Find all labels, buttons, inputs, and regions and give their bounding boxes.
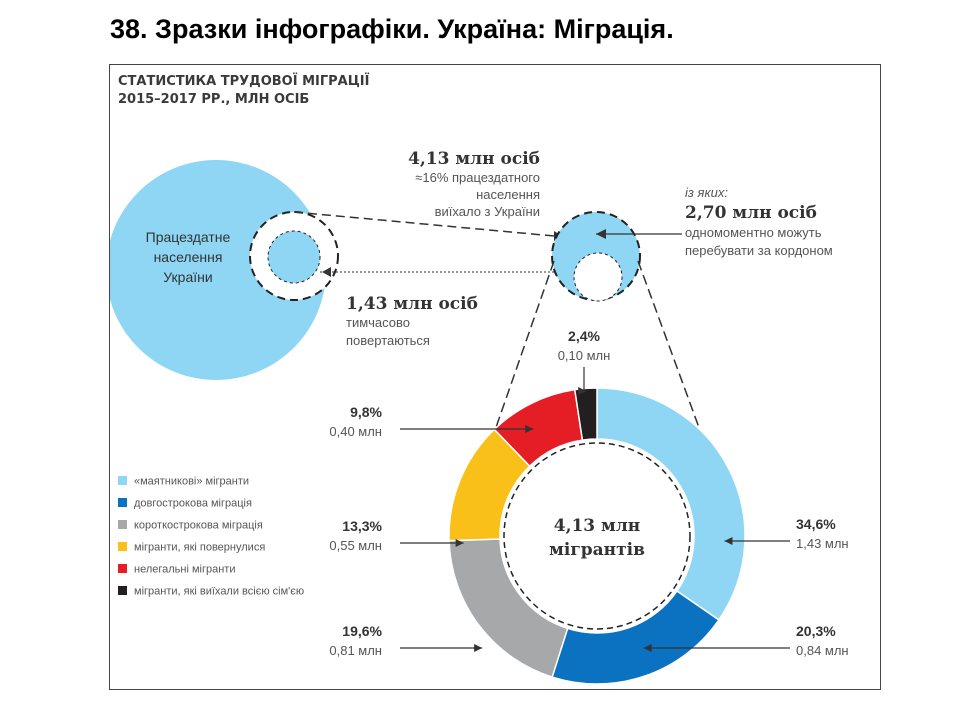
abroad-leader-arrow — [596, 229, 606, 239]
legend-label-1: довгострокова міграція — [134, 498, 252, 510]
legend-label-3: мігранти, які повернулися — [134, 542, 265, 554]
legend-swatch-4 — [118, 564, 127, 573]
legend-swatch-2 — [118, 520, 127, 529]
legend-swatch-5 — [118, 586, 127, 595]
returning-value: 1,43 млн осіб — [346, 294, 478, 314]
working-population-circle — [110, 160, 326, 380]
slice-value-label-0: 1,43 млн — [796, 536, 849, 551]
slice-leader-arrow-0 — [724, 537, 733, 545]
returning-line2: повертаються — [346, 333, 430, 348]
slice-leader-arrow-2 — [474, 644, 483, 652]
abroad-line1: одномоментно можуть — [685, 225, 822, 240]
legend-label-5: мігранти, які виїхали всією сім'єю — [134, 586, 304, 598]
slice-value-label-2: 0,81 млн — [329, 643, 382, 658]
returning-line1: тимчасово — [346, 315, 410, 330]
slide-title: 38. Зразки інфографіки. Україна: Міграці… — [110, 14, 674, 44]
abroad-line2: перебувати за кордоном — [685, 243, 833, 258]
legend-label-0: «маятникові» мігранти — [134, 476, 249, 488]
migrants-donut — [448, 387, 746, 685]
slice-leader-5 — [583, 367, 587, 392]
donut-slice-1 — [551, 589, 720, 685]
slice-value-label-3: 0,55 млн — [329, 538, 382, 553]
slice-percent-label-0: 34,6% — [796, 516, 836, 532]
returning-circle — [267, 230, 321, 284]
slice-labels: 34,6% 1,43 млн 20,3% 0,84 млн 19,6% 0,81 млн 1… — [329, 328, 848, 658]
big-circle-line3: України — [163, 269, 212, 285]
infographic-frame: СТАТИСТИКА ТРУДОВОЇ МІГРАЦІЇ 2015–2017 Р… — [109, 64, 881, 690]
slice-percent-label-4: 9,8% — [350, 404, 382, 420]
slice-leader-arrow-5 — [578, 387, 587, 395]
abroad-intro: із яких: — [685, 185, 728, 200]
slice-percent-label-2: 19,6% — [342, 623, 382, 639]
big-circle-line1: Працездатне — [146, 229, 231, 245]
donut-center-line2: мігрантів — [549, 540, 645, 560]
returning-target-circle — [573, 252, 623, 302]
expand-left — [454, 260, 555, 546]
slice-value-label-1: 0,84 млн — [796, 643, 849, 658]
slice-value-label-4: 0,40 млн — [329, 424, 382, 439]
legend-swatch-1 — [118, 498, 127, 507]
slice-percent-label-3: 13,3% — [342, 518, 382, 534]
donut-slice-0 — [596, 387, 746, 621]
donut-center-line1: 4,13 млн — [554, 516, 641, 536]
legend-swatch-3 — [118, 542, 127, 551]
emigrated-line1: ≈16% працездатного — [415, 170, 540, 185]
emigrated-line2: населення — [476, 187, 540, 202]
donut-slice-5 — [573, 387, 598, 441]
slice-leader-arrow-4 — [525, 425, 534, 433]
legend-swatch-0 — [118, 476, 127, 485]
slice-leader-arrow-1 — [643, 644, 652, 652]
legend: «маятникові» мігранти довгострокова мігра… — [118, 476, 304, 598]
donut-inner-ring — [503, 442, 691, 630]
emigrated-line3: виїхало з України — [435, 204, 540, 219]
slice-percent-label-1: 20,3% — [796, 623, 836, 639]
slice-percent-label-5: 2,4% — [568, 328, 600, 344]
legend-label-2: короткострокова міграція — [134, 520, 263, 532]
heading-line1: СТАТИСТИКА ТРУДОВОЇ МІГРАЦІЇ — [118, 73, 370, 89]
connector-return-arrow — [322, 267, 331, 277]
heading-line2: 2015–2017 РР., МЛН ОСІБ — [118, 92, 309, 107]
migration-infographic: СТАТИСТИКА ТРУДОВОЇ МІГРАЦІЇ 2015–2017 Р… — [110, 73, 849, 685]
slice-value-label-5: 0,10 млн — [558, 348, 611, 363]
abroad-value: 2,70 млн осіб — [685, 203, 817, 223]
emigrated-value: 4,13 млн осіб — [408, 149, 540, 169]
expand-right — [637, 260, 743, 546]
slice-leader-arrow-3 — [455, 539, 464, 547]
legend-label-4: нелегальні мігранти — [134, 564, 236, 576]
connector-top — [293, 211, 555, 237]
big-circle-line2: населення — [154, 249, 223, 265]
